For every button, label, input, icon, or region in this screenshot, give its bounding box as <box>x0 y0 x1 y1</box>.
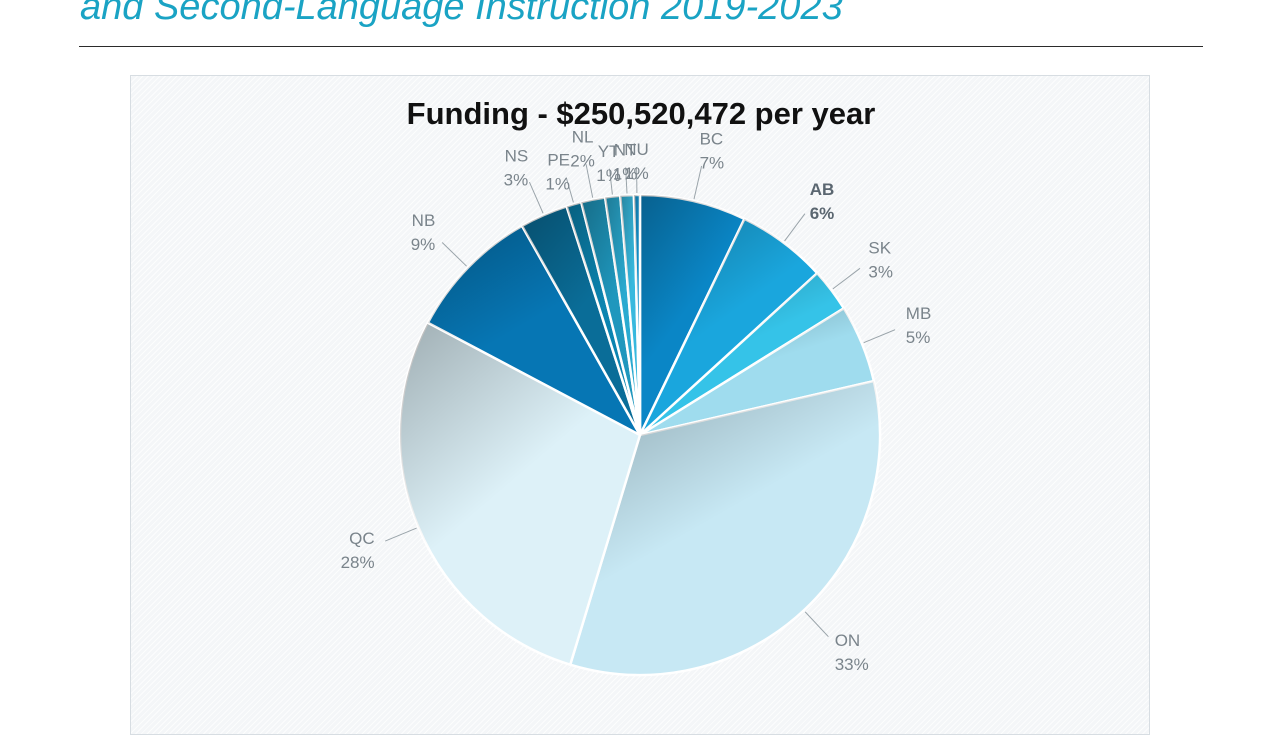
slice-label-ns: NS <box>505 147 529 166</box>
leader-line-sk <box>833 268 860 289</box>
slice-percent-qc: 28% <box>341 553 375 572</box>
slice-percent-nl: 2% <box>570 152 595 171</box>
leader-line-mb <box>864 330 895 343</box>
slice-percent-bc: 7% <box>700 153 725 172</box>
slice-label-nl: NL <box>572 128 594 147</box>
chart-title: Funding - $250,520,472 per year <box>407 96 876 131</box>
leader-line-qc <box>385 528 416 541</box>
slice-percent-pe: 1% <box>545 175 570 194</box>
funding-pie-chart: Funding - $250,520,472 per year BC 7% AB 6%… <box>0 0 1280 720</box>
slice-percent-nu: 1% <box>624 164 649 183</box>
slice-percent-ns: 3% <box>504 171 529 190</box>
slice-percent-mb: 5% <box>906 328 931 347</box>
slice-percent-on: 33% <box>835 655 869 674</box>
leader-line-on <box>805 612 828 637</box>
slice-label-sk: SK <box>868 239 891 258</box>
slice-label-nb: NB <box>412 211 436 230</box>
slice-label-ab: AB <box>810 180 835 199</box>
slice-label-on: ON <box>835 631 861 650</box>
leader-line-ab <box>785 214 805 241</box>
leader-line-nb <box>442 243 466 267</box>
slice-label-bc: BC <box>700 129 724 148</box>
slice-label-nu: NU <box>624 140 649 159</box>
slice-percent-ab: 6% <box>810 204 835 223</box>
leader-line-ns <box>529 182 543 213</box>
slice-percent-nb: 9% <box>411 235 436 254</box>
pie-slices <box>400 195 880 675</box>
slice-label-qc: QC <box>349 529 375 548</box>
slice-percent-sk: 3% <box>868 263 893 282</box>
slice-label-mb: MB <box>906 304 932 323</box>
slice-label-pe: PE <box>547 151 570 170</box>
